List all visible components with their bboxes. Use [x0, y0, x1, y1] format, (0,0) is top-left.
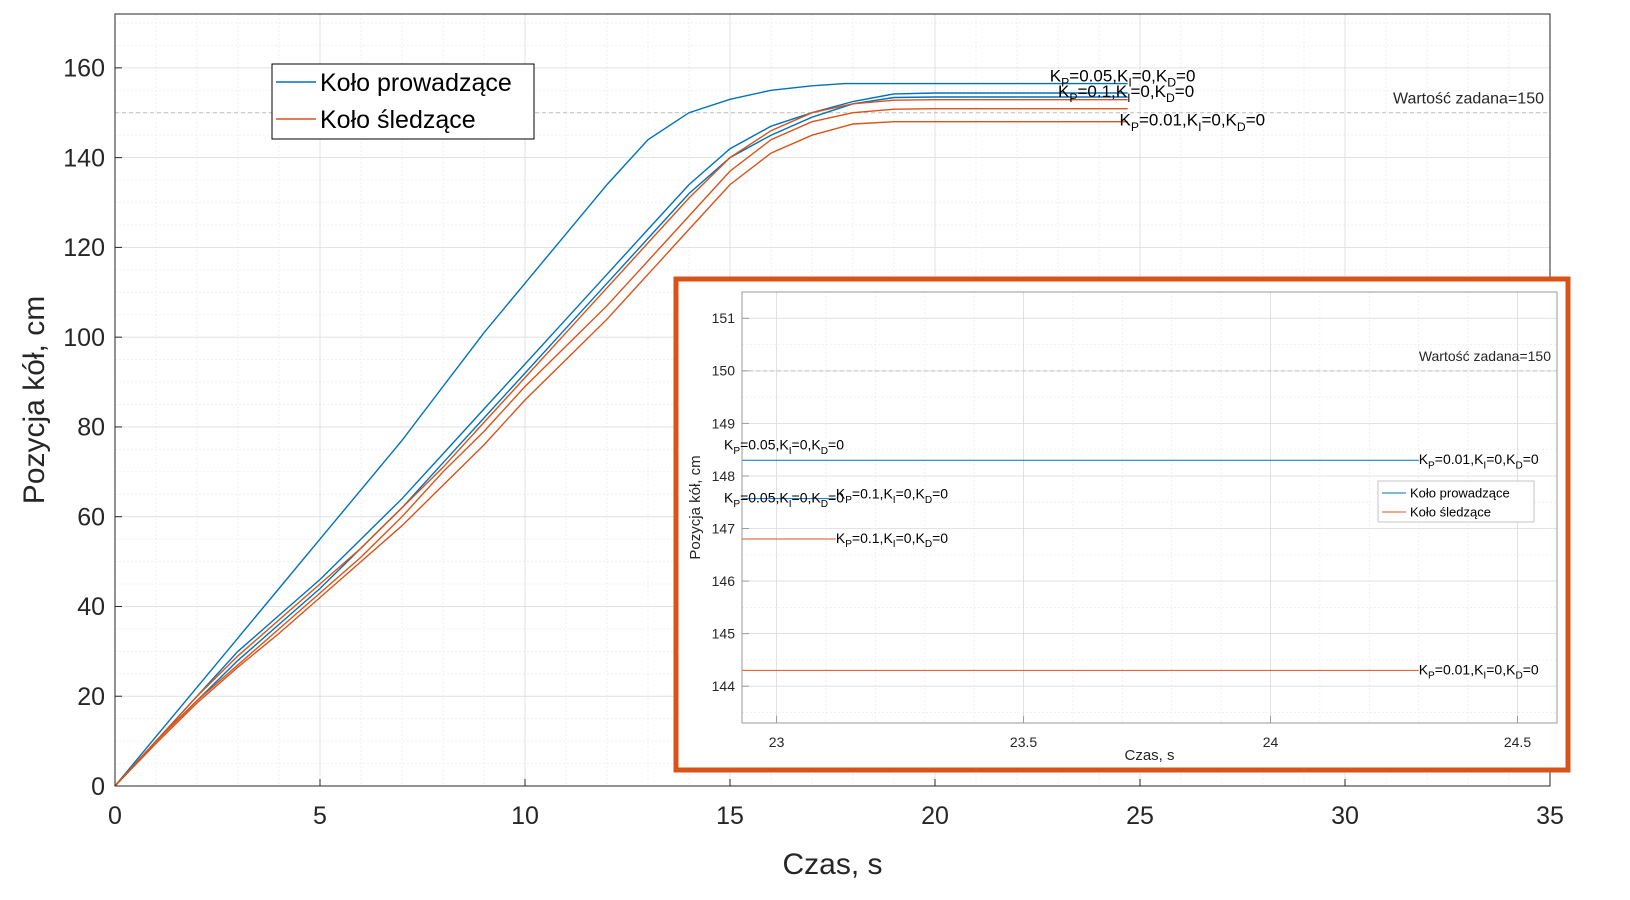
axes-box: [741, 291, 1558, 724]
x-tick-label: 23.5: [1010, 734, 1037, 750]
y-tick-label: 151: [712, 310, 736, 326]
y-tick-label: 80: [77, 414, 105, 442]
legend-label: Koło prowadzące: [320, 69, 512, 97]
x-tick-label: 10: [511, 802, 539, 830]
x-tick-label: 15: [716, 802, 744, 830]
annotation-label: KP=0.1,KI=0,KD=0: [836, 486, 948, 506]
x-tick-label: 0: [108, 802, 122, 830]
y-tick-label: 149: [712, 415, 736, 431]
y-tick-label: 60: [77, 503, 105, 531]
legend-label: Koło śledzące: [320, 106, 476, 134]
series-line: [114, 99, 1128, 787]
y-tick-label: 150: [712, 363, 736, 379]
y-axis-label: Pozycja kół, cm: [18, 296, 51, 504]
y-tick-label: 140: [63, 144, 105, 172]
x-tick-label: 24: [1263, 734, 1279, 750]
x-tick-label: 35: [1536, 802, 1564, 830]
annotation-label: KP=0.05,KI=0,KD=0: [724, 490, 844, 510]
series-line: [114, 82, 1128, 787]
x-tick-label: 20: [921, 802, 949, 830]
y-tick-label: 148: [712, 468, 736, 484]
reference-label: Wartość zadana=150: [1393, 91, 1544, 108]
y-tick-label: 0: [91, 773, 105, 801]
series-line: [114, 92, 1128, 787]
y-tick-label: 145: [712, 626, 736, 642]
y-tick-label: 160: [63, 55, 105, 83]
y-axis-label: Pozycja kół, cm: [687, 455, 704, 559]
x-tick-label: 5: [313, 802, 327, 830]
y-tick-label: 147: [712, 520, 736, 536]
y-tick-label: 40: [77, 593, 105, 621]
legend-box: [271, 63, 535, 140]
y-tick-label: 146: [712, 573, 736, 589]
y-tick-label: 20: [77, 683, 105, 711]
annotation-label: KP=0.01,KI=0,KD=0: [1419, 451, 1539, 471]
x-axis-label: Czas, s: [782, 848, 882, 881]
inset-chart: Wartość zadana=150 23 23.5 24 24.5 144 145 146 1…: [673, 276, 1571, 773]
reference-label: Wartość zadana=150: [1419, 348, 1551, 364]
y-tick-label: 120: [63, 234, 105, 262]
series-line: [114, 121, 1128, 787]
annotation-label: KP=0.01,KI=0,KD=0: [1120, 111, 1266, 134]
legend-box: [1377, 480, 1535, 523]
annotation-label: KP=0.01,KI=0,KD=0: [1419, 661, 1539, 681]
x-tick-label: 30: [1331, 802, 1359, 830]
annotation-label: KP=0.1,KI=0,KD=0: [1058, 82, 1194, 105]
legend-label: Koło śledzące: [1410, 505, 1491, 520]
series-line: [114, 108, 1128, 787]
legend-label: Koło prowadzące: [1410, 486, 1510, 501]
y-tick-label: 100: [63, 324, 105, 352]
x-tick-label: 25: [1126, 802, 1154, 830]
series-line: [114, 96, 1128, 787]
annotation-label: KP=0.1,KI=0,KD=0: [836, 530, 948, 550]
annotation-label: KP=0.05,KI=0,KD=0: [724, 437, 844, 457]
annotation-label: KP=0.05,KI=0,KD=0: [1050, 67, 1196, 90]
x-tick-label: 24.5: [1504, 734, 1531, 750]
x-axis-label: Czas, s: [1124, 747, 1174, 764]
y-tick-label: 144: [712, 678, 736, 694]
x-tick-label: 23: [769, 734, 785, 750]
